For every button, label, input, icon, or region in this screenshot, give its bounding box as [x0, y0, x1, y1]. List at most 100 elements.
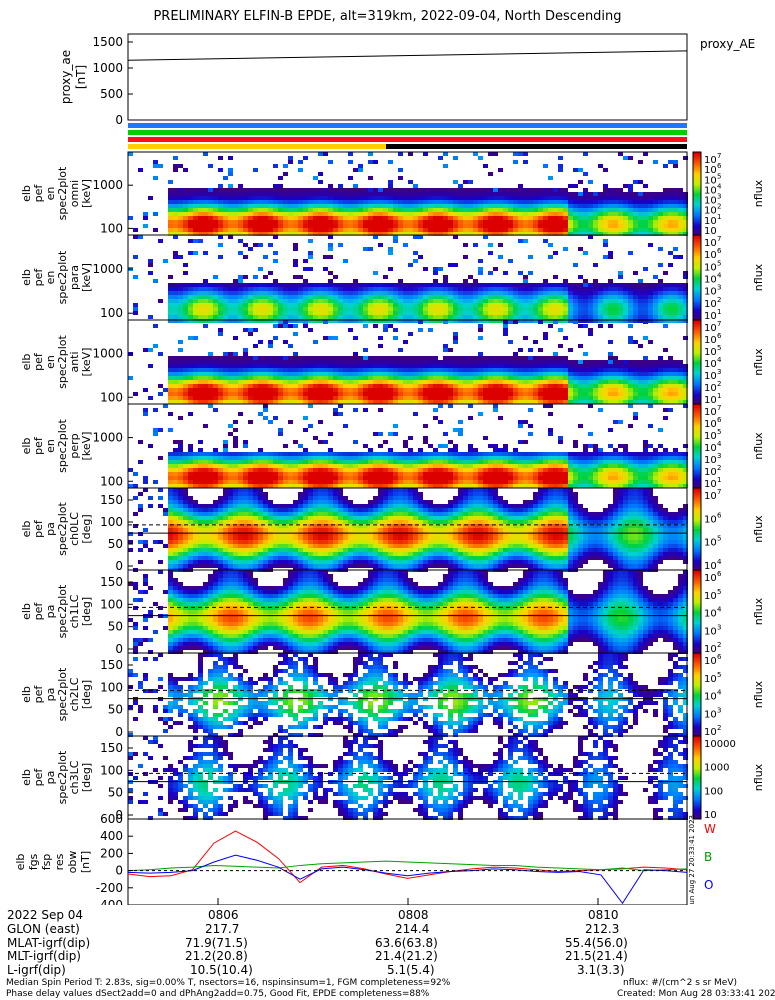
heat-cell [203, 208, 208, 212]
heat-cell [503, 360, 508, 364]
heat-cell [588, 360, 593, 364]
heat-cell [208, 368, 213, 372]
heat-cell [523, 152, 528, 156]
heat-cell [253, 275, 258, 279]
heat-cell [603, 303, 608, 307]
heat-cell [213, 360, 218, 364]
heat-cell [643, 356, 648, 360]
heat-cell [598, 392, 603, 396]
heat-cell [453, 368, 458, 372]
heat-cell [343, 484, 348, 488]
heat-cell [438, 392, 443, 396]
heat-cell [503, 232, 508, 236]
heat-cell [653, 303, 658, 307]
heat-cell [543, 200, 548, 204]
heat-cell [293, 212, 298, 216]
colorbar-cell [693, 353, 701, 357]
heat-cell [493, 216, 498, 220]
colorbar-cell [693, 197, 701, 201]
heat-cell [403, 319, 408, 323]
heat-cell [413, 216, 418, 220]
heat-cell [473, 396, 478, 400]
heat-cell [243, 348, 248, 352]
heat-cell [483, 287, 488, 291]
heat-cell [203, 152, 208, 156]
heat-cell [413, 184, 418, 188]
heat-cell [178, 303, 183, 307]
heat-cell [233, 464, 238, 468]
heat-cell [368, 192, 373, 196]
heat-cell [278, 192, 283, 196]
heat-cell [278, 392, 283, 396]
heat-cell [503, 376, 508, 380]
heat-cell [468, 460, 473, 464]
heat-cell [478, 480, 483, 484]
heat-cell [433, 392, 438, 396]
heat-cell [633, 200, 638, 204]
heat-cell [503, 368, 508, 372]
heat-cell [563, 232, 568, 236]
heat-cell [508, 468, 513, 472]
colorbar-label-2: 10 [704, 262, 717, 273]
heat-cell [498, 384, 503, 388]
heat-cell [188, 476, 193, 480]
heat-cell [313, 396, 318, 400]
heat-cell [423, 376, 428, 380]
colorbar-exp-2: 4 [717, 272, 722, 280]
heat-cell [423, 315, 428, 319]
heat-cell [533, 204, 538, 208]
heat-cell [268, 287, 273, 291]
colorbar-cell [693, 187, 701, 190]
heat-cell [223, 311, 228, 315]
colorbar-cell [693, 292, 701, 295]
heat-cell [438, 267, 443, 271]
heat-cell [278, 372, 283, 376]
colorbar-cell [693, 193, 701, 197]
heat-cell [193, 311, 198, 315]
heat-cell [388, 476, 393, 480]
heat-cell [583, 352, 588, 356]
heat-cell [448, 224, 453, 228]
heat-cell [663, 164, 668, 168]
heat-cell [318, 392, 323, 396]
heat-cell [193, 480, 198, 484]
heat-cell [288, 392, 293, 396]
heat-cell [323, 392, 328, 396]
heat-cell [338, 319, 343, 323]
heat-cell [673, 376, 678, 380]
heat-cell [318, 224, 323, 228]
heat-cell [228, 452, 233, 456]
heat-cell [383, 307, 388, 311]
heat-cell [513, 460, 518, 464]
heat-cell [168, 303, 173, 307]
heat-cell [518, 196, 523, 200]
heat-cell [538, 315, 543, 319]
heat-cell [513, 400, 518, 404]
heat-cell [598, 212, 603, 216]
heat-cell [638, 200, 643, 204]
heat-cell [423, 360, 428, 364]
heat-cell [443, 208, 448, 212]
heat-cell [488, 400, 493, 404]
heat-cell [623, 208, 628, 212]
heat-cell [168, 388, 173, 392]
heat-cell [503, 484, 508, 488]
heat-cell [413, 360, 418, 364]
heat-cell [198, 319, 203, 323]
heat-cell [173, 299, 178, 303]
heat-cell [478, 356, 483, 360]
heat-cell [358, 188, 363, 192]
heat-cell [283, 224, 288, 228]
heat-cell [168, 384, 173, 388]
heat-cell [473, 224, 478, 228]
heat-cell [408, 452, 413, 456]
heat-cell [358, 164, 363, 168]
heat-cell [533, 460, 538, 464]
heat-cell [238, 192, 243, 196]
heat-cell [543, 287, 548, 291]
heat-cell [503, 444, 508, 448]
heat-cell [653, 372, 658, 376]
heat-cell [263, 364, 268, 368]
heat-cell [418, 368, 423, 372]
